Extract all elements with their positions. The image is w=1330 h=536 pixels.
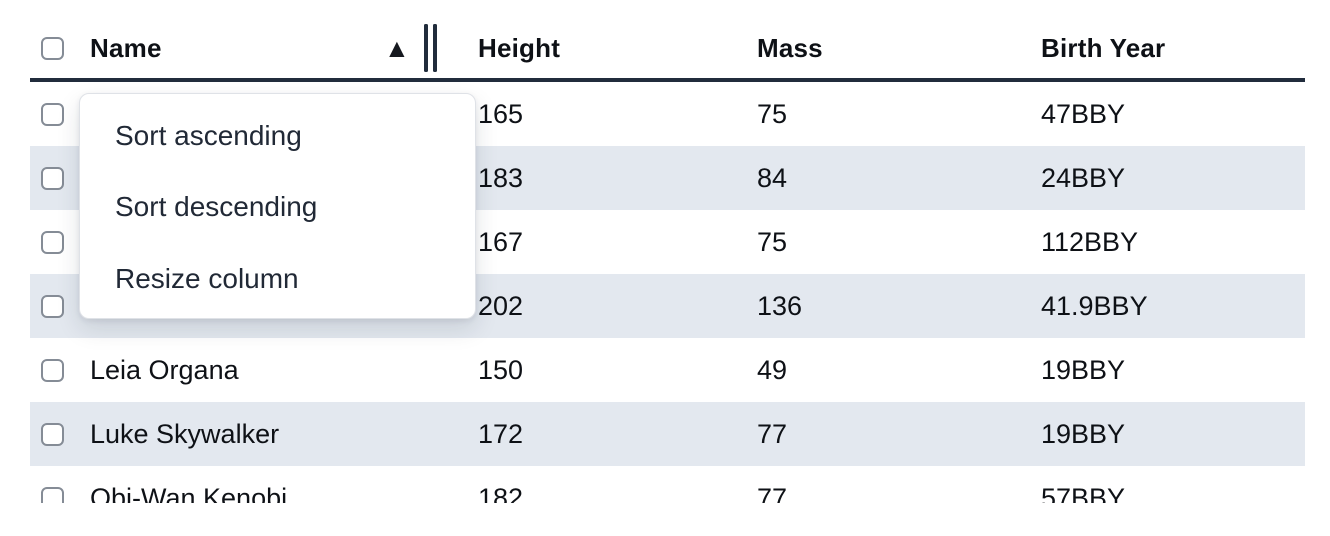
birth-year-cell: 57BBY [1041,482,1126,504]
mass-cell: 77 [757,482,788,504]
height-cell: 202 [478,290,524,321]
column-header-height[interactable]: Height [478,32,561,63]
birth-year-cell: 47BBY [1041,98,1126,129]
height-cell: 150 [478,354,524,385]
table-row: Obi-Wan Kenobi 182 77 57BBY [30,466,1305,503]
table-row: Leia Organa 150 49 19BBY [30,338,1305,402]
column-context-menu: Sort ascending Sort descending Resize colu… [79,93,476,319]
row-checkbox-cell [30,146,80,210]
height-cell: 172 [478,418,524,449]
mass-cell: 77 [757,418,788,449]
row-checkbox-cell [30,210,80,274]
column-resize-handle-icon[interactable] [424,24,437,72]
select-all-checkbox[interactable] [41,36,64,60]
row-checkbox[interactable] [41,422,64,446]
mass-cell: 84 [757,162,788,193]
birth-year-cell: 41.9BBY [1041,290,1148,321]
header-checkbox-cell [30,0,80,78]
name-cell: Luke Skywalker [90,418,280,449]
row-checkbox-cell [30,82,80,146]
row-checkbox-cell [30,402,80,466]
birth-year-cell: 24BBY [1041,162,1126,193]
menu-item-resize-column[interactable]: Resize column [115,262,299,294]
row-checkbox[interactable] [41,102,64,126]
sort-ascending-icon: ▲ [384,33,410,63]
name-cell: Leia Organa [90,354,239,385]
row-checkbox[interactable] [41,230,64,254]
mass-cell: 136 [757,290,803,321]
column-header-name[interactable]: Name ▲ [80,0,460,78]
mass-cell: 75 [757,226,788,257]
birth-year-cell: 112BBY [1041,226,1139,257]
column-header-mass[interactable]: Mass [757,32,823,63]
menu-item-sort-descending[interactable]: Sort descending [115,191,318,223]
height-cell: 182 [478,482,524,504]
row-checkbox[interactable] [41,166,64,190]
row-checkbox-cell [30,274,80,338]
height-cell: 183 [478,162,524,193]
table-header-row: Name ▲ Height Mass Birth Year [30,0,1305,82]
birth-year-cell: 19BBY [1041,418,1126,449]
mass-cell: 49 [757,354,788,385]
mass-cell: 75 [757,98,788,129]
column-header-name-label: Name [90,32,162,63]
row-checkbox[interactable] [41,358,64,382]
menu-item-sort-ascending[interactable]: Sort ascending [115,119,302,151]
table-row: Luke Skywalker 172 77 19BBY [30,402,1305,466]
height-cell: 167 [478,226,524,257]
row-checkbox[interactable] [41,486,64,503]
name-cell: Obi-Wan Kenobi [90,482,288,504]
height-cell: 165 [478,98,524,129]
row-checkbox[interactable] [41,294,64,318]
birth-year-cell: 19BBY [1041,354,1126,385]
row-checkbox-cell [30,338,80,402]
row-checkbox-cell [30,466,80,503]
column-header-birth-year[interactable]: Birth Year [1041,32,1166,63]
